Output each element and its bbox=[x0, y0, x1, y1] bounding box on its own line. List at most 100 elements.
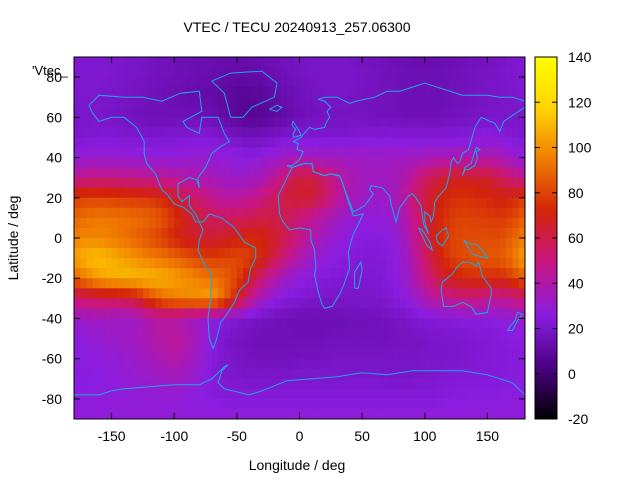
heatmap-cell bbox=[80, 318, 88, 330]
heatmap-cell bbox=[318, 278, 326, 289]
heatmap-cell bbox=[305, 368, 313, 380]
heatmap-cell bbox=[199, 298, 207, 309]
heatmap-cell bbox=[393, 328, 401, 340]
heatmap-cell bbox=[255, 318, 263, 330]
heatmap-cell bbox=[424, 258, 432, 269]
heatmap-cell bbox=[149, 258, 157, 269]
heatmap-cell bbox=[199, 97, 207, 108]
heatmap-cell bbox=[305, 238, 313, 249]
heatmap-cell bbox=[274, 268, 282, 279]
heatmap-cell bbox=[443, 227, 451, 239]
heatmap-cell bbox=[280, 398, 288, 410]
heatmap-cell bbox=[255, 147, 263, 159]
heatmap-cell bbox=[142, 358, 150, 370]
heatmap-cell bbox=[149, 308, 157, 320]
heatmap-cell bbox=[518, 67, 525, 78]
heatmap-cell bbox=[149, 268, 157, 279]
heatmap-cell bbox=[99, 328, 106, 340]
heatmap-cell bbox=[330, 227, 338, 239]
heatmap-cell bbox=[487, 328, 495, 340]
heatmap-cell bbox=[412, 187, 420, 199]
heatmap-cell bbox=[180, 238, 188, 249]
heatmap-cell bbox=[92, 248, 100, 259]
heatmap-cell bbox=[412, 398, 420, 410]
heatmap-cell bbox=[99, 207, 106, 219]
heatmap-cell bbox=[443, 217, 451, 229]
heatmap-cell bbox=[149, 328, 157, 340]
heatmap-cell bbox=[86, 338, 94, 350]
heatmap-cell bbox=[286, 348, 294, 360]
heatmap-cell bbox=[493, 117, 501, 128]
heatmap-cell bbox=[324, 318, 332, 330]
heatmap-cell bbox=[149, 398, 157, 410]
heatmap-cell bbox=[293, 57, 301, 68]
heatmap-cell bbox=[86, 127, 94, 139]
heatmap-cell bbox=[243, 328, 250, 340]
heatmap-cell bbox=[224, 348, 232, 360]
heatmap-cell bbox=[74, 358, 81, 370]
heatmap-cell bbox=[349, 227, 357, 239]
heatmap-cell bbox=[74, 308, 81, 320]
heatmap-cell bbox=[355, 308, 363, 320]
heatmap-cell bbox=[211, 328, 219, 340]
heatmap-cell bbox=[261, 147, 269, 159]
heatmap-cell bbox=[117, 187, 125, 199]
heatmap-cell bbox=[236, 177, 244, 189]
heatmap-cell bbox=[224, 97, 232, 108]
heatmap-cell bbox=[111, 147, 119, 159]
heatmap-cell bbox=[280, 87, 288, 98]
heatmap-cell bbox=[362, 328, 369, 340]
heatmap-cell bbox=[437, 167, 445, 179]
heatmap-cell bbox=[368, 137, 376, 149]
heatmap-cell bbox=[418, 378, 426, 390]
heatmap-cell bbox=[230, 408, 238, 419]
heatmap-cell bbox=[74, 227, 81, 239]
heatmap-cell bbox=[299, 368, 307, 380]
heatmap-cell bbox=[117, 398, 125, 410]
heatmap-cell bbox=[186, 107, 194, 118]
heatmap-cell bbox=[80, 338, 88, 350]
heatmap-cell bbox=[405, 358, 413, 370]
heatmap-cell bbox=[412, 147, 420, 159]
heatmap-cell bbox=[431, 107, 438, 118]
heatmap-cell bbox=[362, 358, 369, 370]
heatmap-cell bbox=[456, 117, 463, 128]
y-tick-label: -80 bbox=[42, 391, 62, 407]
heatmap-cell bbox=[186, 97, 194, 108]
heatmap-cell bbox=[418, 187, 426, 199]
heatmap-cell bbox=[437, 238, 445, 249]
heatmap-cell bbox=[117, 248, 125, 259]
heatmap-cell bbox=[268, 67, 276, 78]
heatmap-cell bbox=[186, 298, 194, 309]
heatmap-cell bbox=[174, 117, 182, 128]
heatmap-cell bbox=[255, 388, 263, 400]
heatmap-cell bbox=[86, 248, 94, 259]
heatmap-cell bbox=[324, 97, 332, 108]
heatmap-cell bbox=[86, 388, 94, 400]
heatmap-cell bbox=[161, 117, 169, 128]
heatmap-cell bbox=[418, 278, 426, 289]
heatmap-cell bbox=[305, 67, 313, 78]
heatmap-cell bbox=[418, 77, 426, 88]
colorbar-tick-label: 40 bbox=[568, 275, 584, 291]
heatmap-cell bbox=[481, 398, 489, 410]
heatmap-cell bbox=[362, 97, 369, 108]
heatmap-cell bbox=[236, 378, 244, 390]
heatmap-cell bbox=[355, 147, 363, 159]
heatmap-cell bbox=[255, 378, 263, 390]
heatmap-cell bbox=[374, 57, 382, 68]
heatmap-cell bbox=[142, 227, 150, 239]
heatmap-cell bbox=[286, 147, 294, 159]
heatmap-cell bbox=[443, 127, 451, 139]
heatmap-cell bbox=[318, 217, 326, 229]
heatmap-cell bbox=[431, 278, 438, 289]
heatmap-cell bbox=[474, 268, 482, 279]
heatmap-cell bbox=[468, 358, 476, 370]
heatmap-cell bbox=[274, 117, 282, 128]
heatmap-cell bbox=[312, 67, 319, 78]
heatmap-cell bbox=[462, 147, 470, 159]
heatmap-cell bbox=[199, 177, 207, 189]
heatmap-cell bbox=[224, 187, 232, 199]
heatmap-cell bbox=[193, 57, 200, 68]
heatmap-cell bbox=[261, 177, 269, 189]
